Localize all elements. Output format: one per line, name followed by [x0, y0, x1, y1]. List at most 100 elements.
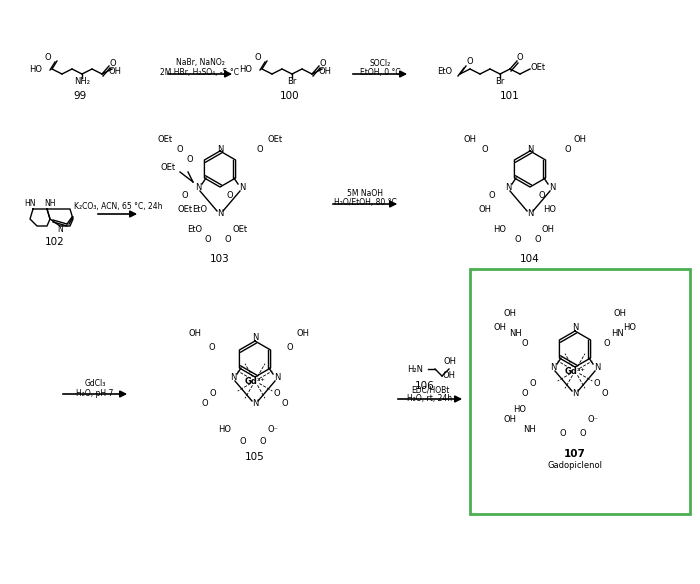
Text: N: N	[252, 332, 258, 342]
Text: OEt: OEt	[267, 134, 283, 144]
Text: O: O	[239, 436, 246, 446]
Text: Gd³⁺: Gd³⁺	[565, 367, 585, 376]
Text: O: O	[467, 57, 473, 67]
Text: N: N	[217, 144, 223, 154]
Text: N: N	[230, 373, 236, 381]
Text: OH: OH	[463, 134, 477, 144]
Text: 2M HBr, H₂SO₄, -5 °C: 2M HBr, H₂SO₄, -5 °C	[160, 68, 239, 77]
Text: 105: 105	[245, 452, 265, 462]
Text: 102: 102	[45, 237, 65, 247]
Text: O: O	[565, 144, 571, 154]
Text: O: O	[257, 144, 263, 154]
Text: Br: Br	[287, 78, 297, 86]
Text: OH: OH	[479, 204, 491, 214]
Text: O: O	[225, 235, 231, 244]
Text: O⁻: O⁻	[587, 415, 598, 423]
Text: H₂O, rt, 24h: H₂O, rt, 24h	[407, 395, 453, 404]
Text: O: O	[603, 339, 610, 349]
Text: EtO: EtO	[188, 224, 202, 234]
Text: OH: OH	[503, 310, 517, 318]
Text: 101: 101	[500, 91, 520, 101]
Text: O: O	[274, 390, 280, 398]
Text: N: N	[57, 224, 63, 234]
Text: OEt: OEt	[158, 134, 173, 144]
Text: O⁻: O⁻	[267, 425, 279, 433]
Text: N: N	[550, 363, 556, 371]
Text: NH: NH	[509, 329, 522, 339]
Text: O: O	[482, 144, 489, 154]
Text: 5M NaOH: 5M NaOH	[347, 189, 383, 199]
Text: H₂O, pH 7: H₂O, pH 7	[76, 388, 113, 398]
Text: GdCl₃: GdCl₃	[84, 380, 106, 388]
Text: O: O	[182, 192, 188, 200]
Text: O: O	[320, 58, 326, 68]
Text: O: O	[522, 339, 528, 349]
Text: N: N	[527, 210, 533, 218]
Text: O: O	[281, 399, 288, 408]
Text: OH: OH	[318, 68, 332, 77]
Text: O: O	[594, 380, 601, 388]
Text: OH: OH	[108, 68, 122, 77]
Text: O: O	[255, 54, 261, 62]
Text: HN: HN	[25, 200, 36, 208]
Text: O: O	[514, 235, 522, 244]
Text: OH: OH	[573, 134, 587, 144]
Text: N: N	[252, 399, 258, 408]
Text: O: O	[210, 390, 216, 398]
Bar	[470, 269, 690, 514]
Text: N: N	[527, 144, 533, 154]
Text: Gd³⁺: Gd³⁺	[244, 377, 265, 385]
Text: HO: HO	[29, 65, 42, 75]
Text: OH: OH	[494, 322, 507, 332]
Text: NH: NH	[44, 200, 56, 208]
Text: H₂O/EtOH, 80 °C: H₂O/EtOH, 80 °C	[334, 199, 396, 207]
Text: OH: OH	[297, 329, 309, 339]
Text: O: O	[517, 54, 524, 62]
Text: NH₂: NH₂	[74, 78, 90, 86]
Text: O: O	[522, 390, 528, 398]
Text: 107: 107	[564, 449, 586, 459]
Text: O: O	[560, 429, 566, 439]
Text: OH: OH	[444, 357, 456, 367]
Text: N: N	[594, 363, 600, 371]
Text: OH: OH	[542, 224, 554, 234]
Text: N: N	[572, 390, 578, 398]
Text: OEt: OEt	[177, 204, 192, 214]
Text: OEt: OEt	[160, 162, 176, 172]
Text: Gadopiclenol: Gadopiclenol	[547, 461, 603, 470]
Text: N: N	[195, 182, 201, 192]
Text: O: O	[535, 235, 541, 244]
Text: O: O	[602, 390, 608, 398]
Text: 104: 104	[520, 254, 540, 264]
Text: OH: OH	[613, 310, 626, 318]
Text: O: O	[176, 144, 183, 154]
Text: HO: HO	[624, 322, 636, 332]
Text: 103: 103	[210, 254, 230, 264]
Text: O: O	[260, 436, 266, 446]
Text: N: N	[274, 373, 280, 381]
Text: OH: OH	[188, 329, 202, 339]
Text: O: O	[204, 235, 211, 244]
Text: 99: 99	[74, 91, 87, 101]
Text: OH: OH	[503, 415, 517, 423]
Text: Br: Br	[496, 78, 505, 86]
Text: O: O	[287, 342, 293, 352]
Text: HO: HO	[514, 405, 526, 413]
Text: N: N	[505, 182, 511, 192]
Text: K₂CO₃, ACN, 65 °C, 24h: K₂CO₃, ACN, 65 °C, 24h	[74, 201, 162, 210]
Text: HO: HO	[239, 65, 252, 75]
Text: O: O	[45, 54, 51, 62]
Text: N: N	[572, 322, 578, 332]
Text: O: O	[539, 192, 545, 200]
Text: OH: OH	[442, 371, 456, 381]
Text: N: N	[549, 182, 555, 192]
Text: H₂N: H₂N	[407, 364, 423, 374]
Text: O: O	[530, 380, 536, 388]
Text: EtO: EtO	[437, 68, 452, 77]
Text: O: O	[202, 399, 209, 408]
Text: OEt: OEt	[232, 224, 248, 234]
Text: 100: 100	[280, 91, 300, 101]
Text: O: O	[187, 155, 193, 164]
Text: O: O	[580, 429, 587, 439]
Text: EtOH, 0 °C: EtOH, 0 °C	[360, 68, 400, 77]
